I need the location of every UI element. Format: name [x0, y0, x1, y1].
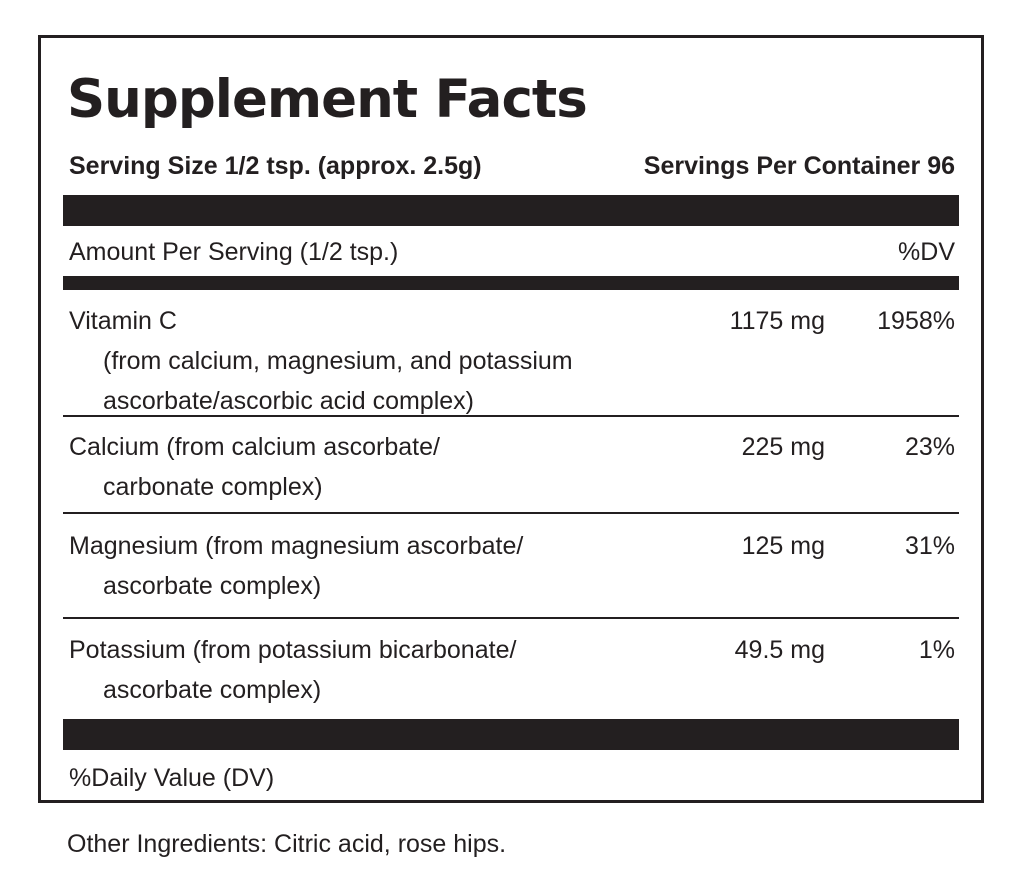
nutrient-name: Calcium (from calcium ascorbate/ — [69, 433, 440, 461]
amount-header-row: Amount Per Serving (1/2 tsp.) %DV — [69, 234, 955, 270]
other-ingredients: Other Ingredients: Citric acid, rose hip… — [67, 830, 507, 858]
amount-per-serving-label: Amount Per Serving (1/2 tsp.) — [69, 237, 399, 266]
thick-divider-top — [63, 195, 959, 226]
servings-per-container: Servings Per Container 96 — [643, 151, 955, 180]
nutrient-row-magnesium: Magnesium (from magnesium ascorbate/ asc… — [69, 526, 955, 606]
nutrient-source-line: ascorbate complex) — [103, 676, 322, 704]
nutrient-amount: 49.5 mg — [734, 636, 825, 664]
row-divider — [63, 512, 959, 514]
nutrient-name: Vitamin C — [69, 307, 177, 335]
supplement-facts-panel: Supplement Facts Serving Size 1/2 tsp. (… — [38, 35, 984, 803]
nutrient-dv: 1% — [918, 636, 955, 664]
nutrient-name: Potassium (from potassium bicarbonate/ — [69, 636, 517, 664]
nutrient-dv: 1958% — [877, 307, 955, 335]
nutrient-amount: 1175 mg — [729, 307, 825, 335]
daily-value-footnote: %Daily Value (DV) — [69, 764, 275, 792]
nutrient-row-potassium: Potassium (from potassium bicarbonate/ a… — [69, 630, 955, 710]
thick-divider-bottom — [63, 719, 959, 750]
nutrient-source-line: ascorbate complex) — [103, 572, 322, 600]
nutrient-row-calcium: Calcium (from calcium ascorbate/ carbona… — [69, 427, 955, 507]
nutrient-dv: 23% — [904, 433, 955, 461]
nutrient-name: Magnesium (from magnesium ascorbate/ — [69, 532, 524, 560]
nutrient-source-line: (from calcium, magnesium, and potassium — [103, 347, 573, 375]
nutrient-source-line: carbonate complex) — [103, 473, 323, 501]
dv-header: %DV — [898, 237, 955, 266]
panel-title: Supplement Facts — [67, 69, 588, 130]
row-divider — [63, 617, 959, 619]
medium-divider — [63, 276, 959, 290]
serving-info-row: Serving Size 1/2 tsp. (approx. 2.5g) Ser… — [69, 148, 955, 184]
nutrient-source-line: ascorbate/ascorbic acid complex) — [103, 387, 474, 415]
nutrient-dv: 31% — [904, 532, 955, 560]
serving-size: Serving Size 1/2 tsp. (approx. 2.5g) — [69, 151, 482, 180]
nutrient-amount: 125 mg — [741, 532, 825, 560]
nutrient-row-vitamin-c: Vitamin C (from calcium, magnesium, and … — [69, 301, 955, 421]
row-divider — [63, 415, 959, 417]
nutrient-amount: 225 mg — [741, 433, 825, 461]
